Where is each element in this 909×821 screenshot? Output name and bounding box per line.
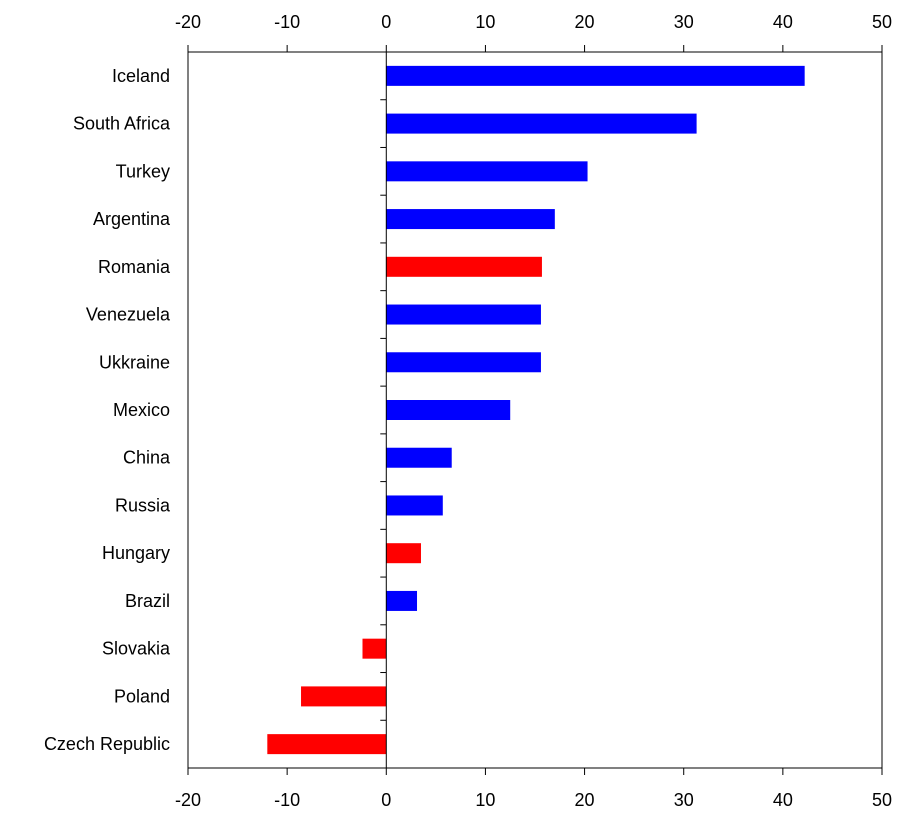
category-label: Romania (98, 257, 171, 277)
bar-argentina (386, 209, 555, 230)
x-tick-label-top: 40 (773, 12, 793, 32)
x-tick-label-bottom: 50 (872, 790, 892, 810)
category-ticks (380, 51, 387, 769)
bottom-axis-ticks: -20 -10 0 10 20 30 40 50 (175, 768, 892, 810)
bars (267, 65, 805, 755)
bar-czech-republic (267, 734, 387, 755)
bar-poland (301, 686, 387, 707)
bar-mexico (386, 400, 511, 420)
x-tick-label-top: 20 (575, 12, 595, 32)
category-labels: Iceland South Africa Turkey Argentina Romani… (44, 66, 171, 754)
bar-russia (386, 495, 443, 516)
top-axis-ticks: -20 -10 0 10 20 30 40 50 (175, 12, 892, 52)
bar-turkey (386, 161, 588, 182)
x-tick-label-bottom: -10 (274, 790, 300, 810)
category-label: Ukkraine (99, 352, 170, 372)
x-tick-label-top: -20 (175, 12, 201, 32)
bar-iceland (386, 65, 805, 86)
category-label: South Africa (73, 114, 171, 134)
x-tick-label-bottom: 10 (475, 790, 495, 810)
x-tick-label-bottom: 20 (575, 790, 595, 810)
bar-china (386, 447, 452, 468)
category-label: Iceland (112, 66, 170, 86)
bar-hungary (386, 543, 421, 564)
category-label: Poland (114, 686, 170, 706)
x-tick-label-bottom: 30 (674, 790, 694, 810)
x-tick-label-bottom: -20 (175, 790, 201, 810)
x-tick-label-top: 50 (872, 12, 892, 32)
bar-venezuela (386, 304, 541, 325)
category-label: Turkey (116, 161, 170, 181)
category-label: Hungary (102, 543, 170, 563)
bar-romania (386, 256, 542, 277)
x-tick-label-bottom: 40 (773, 790, 793, 810)
x-tick-label-top: 30 (674, 12, 694, 32)
category-label: Brazil (125, 591, 170, 611)
category-label: Argentina (93, 209, 171, 229)
x-tick-label-top: -10 (274, 12, 300, 32)
bar-slovakia (362, 638, 387, 659)
category-label: Slovakia (102, 639, 171, 659)
x-tick-label-top: 10 (475, 12, 495, 32)
category-label: Russia (115, 495, 171, 515)
bar-south-africa (386, 113, 697, 134)
x-tick-label-top: 0 (381, 12, 391, 32)
category-label: Venezuela (86, 305, 171, 325)
plot-area-frame (187, 51, 883, 769)
x-tick-label-bottom: 0 (381, 790, 391, 810)
category-label: Czech Republic (44, 734, 170, 754)
category-label: Mexico (113, 400, 170, 420)
bar-brazil (386, 590, 418, 611)
category-label: China (123, 448, 171, 468)
bar-ukkraine (386, 352, 541, 373)
